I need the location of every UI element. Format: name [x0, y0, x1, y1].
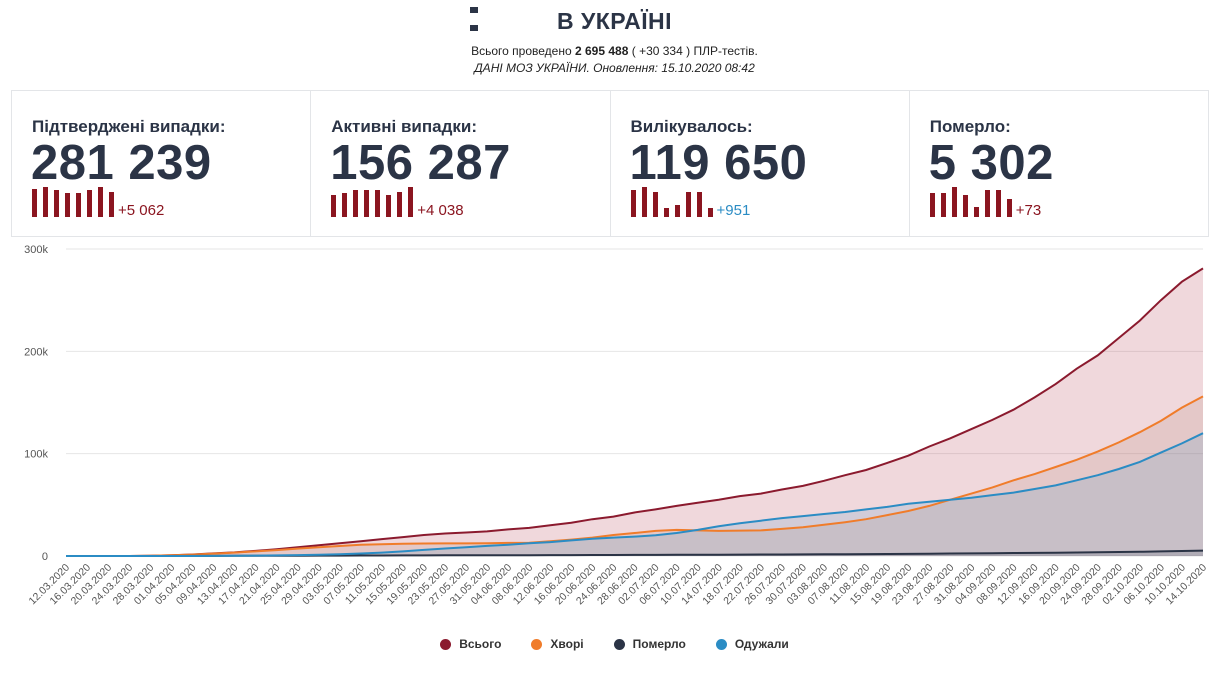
y-tick-label: 100k	[24, 449, 48, 461]
tests-prefix: Всього проведено	[471, 44, 572, 58]
spark-bar	[386, 194, 392, 217]
legend-dot	[715, 638, 727, 650]
spark-bar	[951, 187, 957, 217]
sparkline: +73	[929, 187, 1042, 219]
y-tick-label: 300k	[24, 244, 48, 256]
spark-bar	[32, 188, 37, 217]
card-delta: +5 062	[118, 202, 165, 219]
legend-label: Одужали	[734, 637, 789, 651]
spark-bar	[652, 191, 658, 217]
card-recovered: Вилікувалось: 119 650 +951	[611, 91, 910, 236]
spark-bar	[940, 193, 946, 217]
spark-bar	[685, 191, 691, 217]
spark-bar	[984, 190, 990, 217]
card-label: Вилікувалось:	[630, 117, 753, 136]
spark-bar	[353, 190, 359, 217]
card-label: Померло:	[929, 117, 1011, 136]
spark-bar	[674, 205, 680, 217]
data-source-line: ДАНІ МОЗ УКРАЇНИ. Оновлення: 15.10.2020 …	[474, 61, 755, 75]
card-value: 5 302	[928, 136, 1054, 190]
covid-area-chart: 0100k200k300k12.03.202016.03.202020.03.2…	[24, 244, 1209, 607]
tests-summary: Всього проведено 2 695 488 ( +30 334 ) П…	[0, 44, 1209, 58]
card-value: 281 239	[31, 136, 212, 190]
legend-item-recovered[interactable]: Одужали	[715, 637, 789, 651]
sparkline: +4 038	[331, 187, 464, 219]
y-tick-label: 200k	[24, 346, 48, 358]
sparkline: +5 062	[32, 187, 165, 219]
spark-bar	[929, 193, 935, 217]
card-confirmed: Підтверджені випадки: 281 239 +5 062	[12, 91, 312, 236]
spark-bar	[54, 190, 59, 217]
spark-bar	[43, 187, 48, 217]
spark-bar	[331, 194, 337, 217]
series-line-3	[66, 432, 1204, 557]
y-tick-label: 0	[42, 551, 48, 563]
legend-label: Всього	[459, 637, 502, 651]
legend-item-active[interactable]: Хворі	[531, 637, 584, 651]
spark-bar	[630, 190, 636, 217]
legend-item-deaths[interactable]: Померло	[613, 637, 686, 651]
spark-bar	[973, 206, 979, 217]
spark-bar	[364, 190, 370, 217]
cut-off-heading-fragment	[470, 0, 510, 31]
stats-cards: Підтверджені випадки: 281 239 +5 062 Акт…	[11, 90, 1209, 237]
legend-dot	[613, 638, 625, 650]
area-0	[66, 268, 1203, 556]
spark-bar	[342, 193, 348, 217]
spark-bar	[696, 191, 702, 217]
tests-suffix: ПЛР-тестів.	[693, 44, 758, 58]
area-1	[66, 396, 1203, 556]
spark-bar	[408, 187, 414, 217]
legend-label: Померло	[632, 637, 686, 651]
tests-total: 2 695 488	[575, 44, 629, 58]
spark-bar	[995, 190, 1001, 217]
spark-bar	[397, 191, 403, 217]
spark-bar	[65, 193, 70, 217]
spark-bar	[109, 191, 114, 217]
legend-dot	[531, 638, 543, 650]
area-3	[66, 433, 1203, 556]
card-value: 156 287	[330, 136, 511, 190]
sparkline: +951	[630, 187, 751, 219]
series-line-1	[66, 395, 1204, 557]
spark-bar	[76, 193, 81, 217]
spark-bar	[1006, 199, 1012, 217]
spark-bar	[641, 187, 647, 217]
page-title: В УКРАЇНІ	[556, 8, 673, 34]
legend-dot	[440, 638, 452, 650]
chart-legend: Всього Хворі Померло Одужали	[0, 637, 1209, 651]
legend-item-total[interactable]: Всього	[440, 637, 501, 651]
spark-bar	[98, 187, 103, 217]
tests-delta: ( +30 334 )	[631, 44, 691, 58]
spark-bar	[707, 208, 713, 217]
card-delta: +73	[1015, 202, 1042, 219]
card-active: Активні випадки: 156 287 +4 038	[311, 91, 611, 236]
card-deaths: Померло: 5 302 +73	[910, 91, 1208, 236]
card-delta: +951	[716, 202, 751, 219]
card-label: Активні випадки:	[331, 117, 478, 136]
card-value: 119 650	[629, 136, 808, 190]
spark-bar	[87, 190, 92, 217]
card-delta: +4 038	[417, 202, 464, 219]
spark-bar	[663, 208, 669, 217]
spark-bar	[375, 190, 381, 217]
card-label: Підтверджені випадки:	[32, 117, 226, 136]
legend-label: Хворі	[550, 637, 584, 651]
spark-bar	[962, 194, 968, 217]
